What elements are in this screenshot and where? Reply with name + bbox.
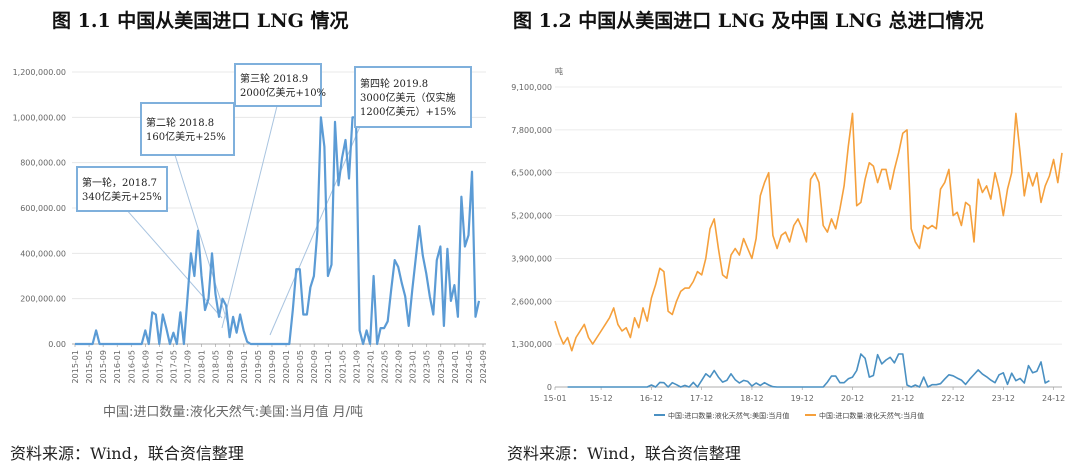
chart1-y-tick-label: 1,200,000.00 (13, 68, 66, 77)
chart1-x-tick-label: 2023-01 (409, 350, 418, 383)
chart1-x-tick-label: 2015-05 (85, 350, 94, 383)
chart1-annotation-leader (221, 101, 279, 329)
chart2-y-tick-label: 2,600,000 (511, 297, 552, 306)
chart2-x-tick-label: 21-12 (891, 394, 914, 403)
chart1-x-tick-label: 2017-05 (169, 350, 178, 383)
chart1-svg: 0.00 200,000.00 400,000.00 600,000.00 800,00… (13, 63, 488, 420)
chart1-x-tick-label: 2018-09 (226, 350, 235, 383)
chart2-series-line-total (554, 112, 1063, 352)
chart1-annotation-text: 1200亿美元）+15% (360, 105, 456, 118)
chart2-y-tick-label: 7,800,000 (511, 126, 552, 135)
chart1-x-tick-label: 2023-05 (423, 350, 432, 383)
chart1-x-tick-label: 2016-09 (141, 350, 150, 383)
chart1-y-tick-label: 1,000,000.00 (13, 113, 66, 122)
chart2-x-tick-label: 16-12 (640, 394, 663, 403)
chart1-annotation-box (354, 66, 472, 128)
chart2-x-tick-label: 19-12 (791, 394, 814, 403)
chart1-x-tick-label: 2017-09 (184, 350, 193, 383)
chart1-x-tick-label: 2022-09 (395, 350, 404, 383)
chart1-x-tick-label: 2019-01 (240, 350, 249, 383)
chart1-x-tick-label: 2018-05 (212, 350, 221, 383)
chart2-y-tick-label: 0 (547, 383, 552, 392)
chart1-x-tick-label: 2020-05 (296, 350, 305, 383)
chart2-x-tick-label: 20-12 (841, 394, 864, 403)
chart2-legend-label-us: 中国:进口数量:液化天然气:美国:当月值 (668, 411, 789, 420)
chart1-x-tick-label: 2016-01 (113, 350, 122, 383)
chart1-y-tick-label: 0.00 (48, 340, 66, 349)
chart1-annotation-text: 第二轮 2018.8 (146, 116, 214, 129)
chart2-y-tick-label: 9,100,000 (511, 83, 552, 92)
chart1-x-tick-label: 2020-09 (310, 350, 319, 383)
chart1-annotation-box (76, 166, 168, 212)
chart1-x-tick-label: 2023-09 (437, 350, 446, 383)
chart1-annotation-text: 2000亿美元+10% (240, 86, 326, 99)
chart1-x-tick-label: 2021-09 (352, 350, 361, 383)
chart1-x-tick-label: 2015-01 (71, 350, 80, 383)
chart2-x-tick-label: 17-12 (690, 394, 713, 403)
chart1-annotation-text: 第四轮 2019.8 (360, 77, 428, 90)
chart2-x-tick-label: 24-12 (1042, 394, 1065, 403)
chart1-x-tick-label: 2021-01 (324, 350, 333, 383)
chart2-x-tick-label: 15-01 (543, 394, 566, 403)
chart2-x-tick-label: 22-12 (941, 394, 964, 403)
chart1-y-tick-label: 400,000.00 (20, 249, 66, 258)
chart1-x-tick-label: 2017-01 (155, 350, 164, 383)
chart1-x-tick-label: 2024-01 (451, 350, 460, 383)
chart2-unit-label: 吨 (555, 66, 563, 76)
chart1-x-tick-label: 2019-05 (254, 350, 263, 383)
chart2-legend-label-total: 中国:进口数量:液化天然气:当月值 (819, 411, 924, 420)
chart2-x-tick-label: 15-12 (589, 394, 612, 403)
chart1-annotation-text: 第一轮，2018.7 (82, 176, 157, 189)
chart2-y-tick-label: 1,300,000 (511, 340, 552, 349)
chart1-x-tick-label: 2020-01 (282, 350, 291, 383)
chart1-annotation-text: 3000亿美元（仅实施 (360, 91, 455, 104)
figure1-source: 资料来源：Wind，联合资信整理 (10, 444, 244, 463)
chart1-y-tick-label: 800,000.00 (20, 159, 66, 168)
chart1-annotation-text: 160亿美元+25% (146, 130, 226, 143)
chart1-x-tick-label: 2021-05 (338, 350, 347, 383)
chart1-annotation-box (140, 102, 235, 156)
chart2-y-tick-label: 5,200,000 (511, 212, 552, 221)
chart2-y-tick-label: 3,900,000 (511, 254, 552, 263)
chart1-annotation-text: 第三轮 2018.9 (240, 72, 308, 85)
figure2-source: 资料来源：Wind，联合资信整理 (507, 444, 741, 463)
chart1-x-tick-label: 2016-05 (127, 350, 136, 383)
chart1-y-tick-label: 600,000.00 (20, 204, 66, 213)
chart2-series-line-us (567, 353, 1050, 388)
chart1-x-tick-label: 2022-01 (366, 350, 375, 383)
chart1-annotation-leader (174, 154, 229, 325)
chart2-y-tick-label: 6,500,000 (511, 169, 552, 178)
chart1-annotation-text: 340亿美元+25% (82, 190, 162, 203)
chart1-x-tick-label: 2024-05 (465, 350, 474, 383)
chart1-annotation-box (234, 63, 322, 107)
chart1-legend-label: 中国:进口数量:液化天然气:美国:当月值 月/吨 (103, 404, 363, 420)
chart1-x-tick-label: 2024-09 (479, 350, 488, 383)
chart1-x-tick-label: 2022-05 (381, 350, 390, 383)
chart1-series-line (75, 116, 481, 346)
chart1-annotation-leader (269, 121, 363, 336)
chart1-x-tick-label: 2018-01 (198, 350, 207, 383)
chart1-annotation-leader (117, 199, 223, 319)
chart1-y-tick-label: 200,000.00 (20, 295, 66, 304)
figure1-title: 图 1.1 中国从美国进口 LNG 情况 (52, 10, 349, 32)
chart1-x-tick-label: 2015-09 (99, 350, 108, 383)
chart1-x-tick-label: 2019-09 (268, 350, 277, 383)
chart2-x-tick-label: 18-12 (740, 394, 763, 403)
chart2-x-tick-label: 23-12 (992, 394, 1015, 403)
figure2-title: 图 1.2 中国从美国进口 LNG 及中国 LNG 总进口情况 (513, 10, 984, 32)
